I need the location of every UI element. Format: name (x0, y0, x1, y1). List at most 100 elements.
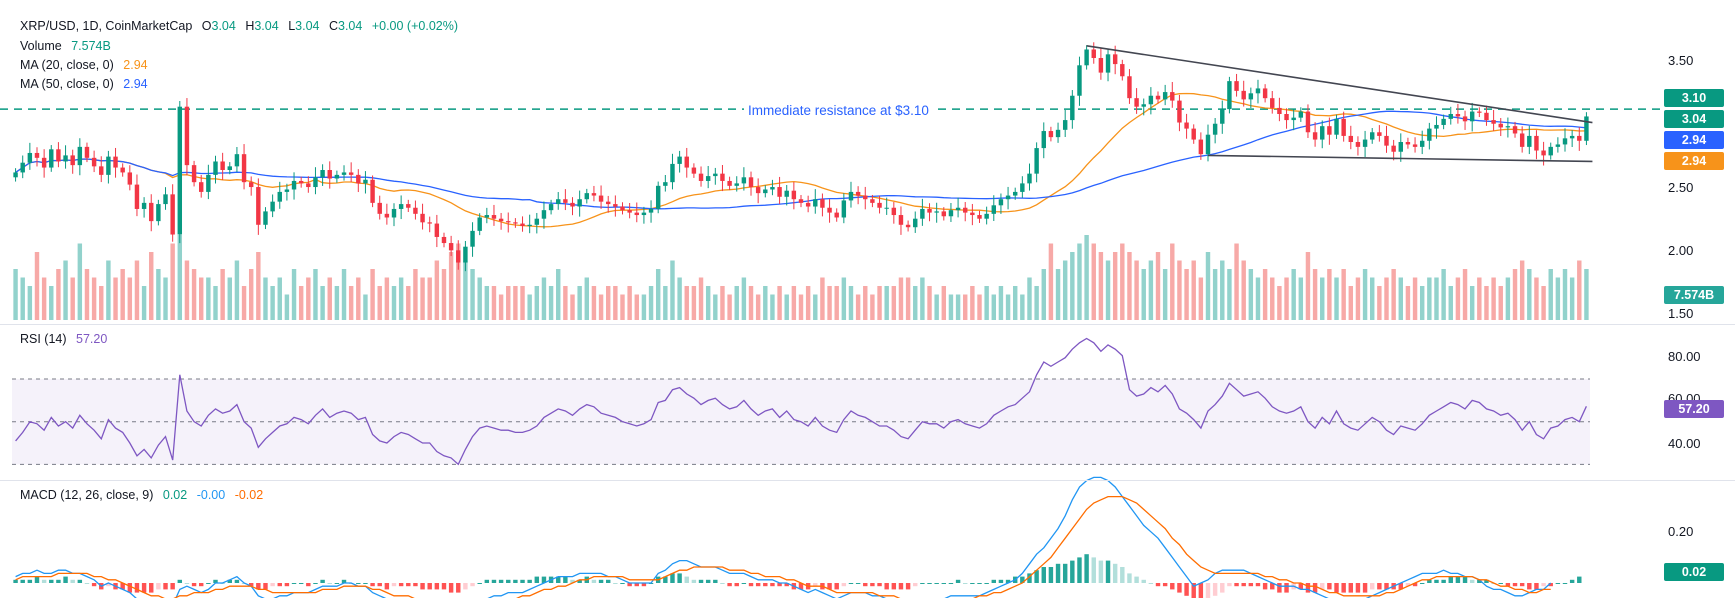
volume-bar (156, 269, 161, 320)
macd-histogram-bar (370, 583, 375, 587)
volume-bar (1105, 260, 1111, 320)
candle-body (684, 156, 689, 168)
volume-bar (1577, 260, 1582, 320)
macd-histogram-bar (627, 583, 632, 587)
candle-body (920, 208, 925, 219)
macd-histogram-bar (691, 579, 697, 583)
pane-separator-rsi[interactable] (0, 324, 1735, 325)
volume-bar (748, 286, 754, 320)
macd-histogram-bar (541, 576, 547, 583)
macd-histogram-bar (1191, 583, 1196, 598)
candle-body (56, 149, 61, 162)
candle-body (970, 212, 975, 216)
volume-bar (506, 286, 511, 320)
volume-bar (113, 277, 118, 320)
candle-body (406, 204, 411, 208)
volume-bar (1262, 269, 1268, 320)
volume-bar (99, 286, 104, 320)
candle-body (398, 204, 404, 209)
candle-body (199, 182, 204, 192)
volume-bar (1491, 277, 1496, 320)
volume-bar (655, 269, 661, 320)
pane-separator-macd[interactable] (0, 480, 1735, 481)
volume-bar (1534, 277, 1539, 320)
ma50-legend[interactable]: MA (50, close, 0) 2.94 (20, 76, 154, 93)
volume-bar (149, 252, 154, 320)
rsi-legend[interactable]: RSI (14) 57.20 (20, 331, 113, 348)
macd-histogram-bar (1177, 583, 1182, 593)
candle-body (541, 210, 547, 219)
candle-body (313, 177, 318, 188)
volume-legend[interactable]: Volume 7.574B (20, 38, 117, 55)
volume-bar (777, 286, 782, 320)
volume-bar (1527, 269, 1532, 320)
candle-body (527, 224, 532, 226)
candle-body (334, 174, 340, 179)
candle-body (927, 208, 932, 213)
macd-histogram-bar (448, 583, 454, 593)
macd-histogram-bar (1448, 576, 1453, 583)
volume-bar (1098, 252, 1104, 320)
candle-body (1491, 120, 1496, 124)
candle-body (634, 212, 639, 216)
volume-bar (898, 277, 904, 320)
macd-histogram-bar (1084, 554, 1089, 583)
candle-body (1434, 124, 1439, 129)
candle-body (270, 201, 275, 212)
candle-body (327, 170, 332, 179)
macd-histogram-bar (1534, 583, 1539, 590)
volume-bar (727, 294, 732, 320)
candle-body (241, 154, 247, 183)
macd-tick-0-20: 0.20 (1668, 524, 1694, 539)
macd-histogram-bar (156, 583, 161, 590)
volume-bar (1112, 252, 1118, 320)
volume-bar (284, 294, 290, 320)
candle-body (1177, 100, 1182, 123)
candle-body (548, 204, 554, 211)
macd-legend[interactable]: MACD (12, 26, close, 9) 0.02 -0.00 -0.02 (20, 487, 269, 504)
volume-bar (370, 269, 375, 320)
candle-body (1034, 148, 1039, 174)
volume-bar (420, 277, 425, 320)
macd-histogram-bar (141, 583, 147, 593)
candle-body (1555, 144, 1561, 147)
volume-bar (70, 277, 75, 320)
volume-bar (398, 277, 404, 320)
macd-histogram-bar (420, 583, 425, 590)
macd-histogram-bar (1455, 576, 1461, 583)
volume-bar (49, 286, 54, 320)
candle-body (1448, 114, 1453, 119)
candle-body (605, 201, 611, 205)
macd-histogram-bar (177, 579, 183, 583)
rsi-line (15, 337, 1587, 466)
volume-bar (1320, 277, 1325, 320)
candle-body (91, 157, 97, 167)
macd-histogram-bar (1327, 583, 1332, 590)
macd-histogram-bar (263, 583, 268, 590)
candle-body (220, 161, 225, 170)
candle-body (934, 211, 939, 213)
candle-body (1534, 135, 1539, 151)
symbol-legend[interactable]: XRP/USD, 1D, CoinMarketCap O3.04 H3.04 L… (20, 18, 464, 35)
volume-bar (834, 286, 839, 320)
volume-bar (741, 277, 747, 320)
volume-bar (1327, 269, 1332, 320)
candle-body (1462, 116, 1468, 122)
candle-body (320, 170, 325, 178)
volume-bar (184, 260, 190, 320)
candle-body (1141, 104, 1146, 107)
macd-histogram-bar (1419, 583, 1425, 584)
macd-histogram-bar (1405, 583, 1411, 587)
candle-body (348, 172, 354, 175)
macd-histogram-bar (855, 583, 861, 584)
ma20-legend[interactable]: MA (20, close, 0) 2.94 (20, 57, 154, 74)
macd-histogram-bar (1020, 576, 1025, 583)
candle-body (156, 204, 161, 222)
candle-body (370, 179, 375, 203)
volume-bar (84, 269, 90, 320)
volume-bar (56, 269, 61, 320)
change-value: +0.00 (+0.02%) (371, 19, 458, 33)
macd-histogram-bar (777, 583, 782, 587)
